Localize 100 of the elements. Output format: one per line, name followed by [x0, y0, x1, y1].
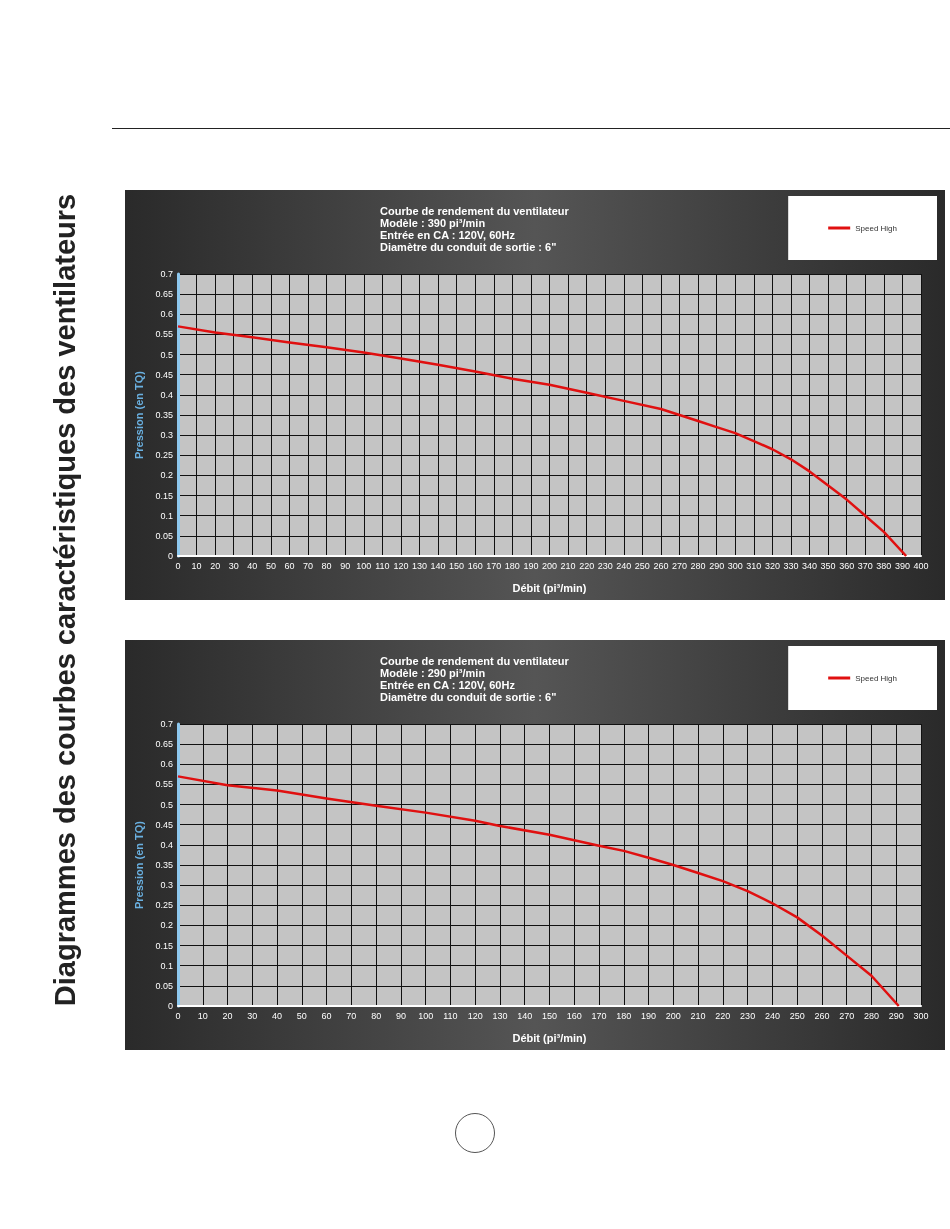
- x-tick-label: 260: [653, 560, 669, 571]
- y-tick-label: 0: [167, 1001, 173, 1011]
- y-tick-label: 0.3: [160, 880, 173, 891]
- x-tick-label: 80: [321, 560, 332, 571]
- y-tick-label: 0.3: [160, 430, 173, 441]
- x-tick-label: 180: [616, 1010, 632, 1021]
- x-tick-label: 390: [894, 560, 910, 571]
- x-tick-label: 20: [210, 560, 221, 571]
- x-tick-label: 280: [690, 560, 706, 571]
- x-tick-label: 190: [641, 1010, 657, 1021]
- x-tick-label: 140: [517, 1010, 533, 1021]
- x-tick-label: 380: [876, 560, 892, 571]
- x-tick-label: 90: [395, 1010, 406, 1021]
- x-axis-title: Débit (pi³/min): [512, 1031, 587, 1044]
- x-axis-title: Débit (pi³/min): [512, 581, 587, 594]
- x-tick-label: 260: [814, 1010, 830, 1021]
- y-tick-label: 0.45: [155, 819, 173, 830]
- x-tick-label: 10: [191, 560, 202, 571]
- y-tick-label: 0.25: [155, 900, 173, 911]
- chart-title: Courbe de rendement du ventilateur: [380, 204, 570, 217]
- y-tick-label: 0: [167, 551, 173, 561]
- y-tick-label: 0.2: [160, 920, 173, 931]
- x-tick-label: 300: [913, 1010, 929, 1021]
- x-tick-label: 220: [579, 560, 595, 571]
- x-tick-label: 290: [888, 1010, 904, 1021]
- x-tick-label: 0: [175, 1010, 181, 1021]
- x-tick-label: 30: [247, 1010, 258, 1021]
- x-tick-label: 240: [764, 1010, 780, 1021]
- text: Diagrammes des courbes caractéristiques des ventilateurs: [48, 192, 82, 1009]
- x-tick-label: 160: [467, 560, 483, 571]
- x-tick-label: 190: [523, 560, 539, 571]
- x-tick-label: 170: [591, 1010, 607, 1021]
- x-tick-label: 170: [486, 560, 502, 571]
- x-tick-label: 350: [820, 560, 836, 571]
- x-tick-label: 270: [672, 560, 688, 571]
- x-tick-label: 120: [467, 1010, 483, 1021]
- y-axis-title: Pression (en TQ): [132, 370, 145, 460]
- x-tick-label: 40: [247, 560, 258, 571]
- legend-label: Speed High: [855, 673, 897, 683]
- x-tick-label: 70: [303, 560, 314, 571]
- y-tick-label: 0.7: [160, 719, 173, 729]
- x-tick-label: 200: [665, 1010, 681, 1021]
- x-tick-label: 220: [715, 1010, 731, 1021]
- x-tick-label: 210: [690, 1010, 706, 1021]
- x-tick-label: 250: [789, 1010, 805, 1021]
- x-tick-label: 370: [857, 560, 873, 571]
- x-tick-label: 230: [597, 560, 613, 571]
- y-tick-label: 0.35: [155, 410, 173, 420]
- x-tick-label: 200: [541, 560, 558, 571]
- x-tick-label: 280: [863, 1010, 879, 1021]
- y-tick-label: 0.65: [155, 289, 173, 300]
- y-axis-title: Pression (en TQ): [132, 820, 145, 910]
- y-tick-label: 0.6: [160, 759, 173, 770]
- x-tick-label: 100: [418, 1010, 434, 1021]
- x-tick-label: 50: [296, 1010, 307, 1021]
- x-tick-label: 90: [340, 560, 351, 571]
- y-tick-label: 0.05: [155, 980, 173, 991]
- y-tick-label: 0.4: [160, 389, 173, 400]
- x-tick-label: 0: [175, 560, 181, 571]
- x-tick-label: 100: [356, 560, 372, 571]
- x-tick-label: 140: [430, 560, 446, 571]
- x-tick-label: 130: [411, 560, 427, 571]
- x-tick-label: 130: [492, 1010, 508, 1021]
- x-tick-label: 180: [504, 560, 520, 571]
- x-tick-label: 80: [371, 1010, 382, 1021]
- chart-subtitle: Modèle : 290 pi³/min Entrée en CA : 120V, 60Hz Diamètre du conduit de sortie : 6": [380, 667, 557, 703]
- x-tick-label: 110: [443, 1010, 458, 1021]
- x-tick-label: 30: [228, 560, 239, 571]
- line-series: [176, 325, 908, 558]
- x-tick-label: 290: [709, 560, 725, 571]
- x-tick-label: 340: [802, 560, 818, 571]
- chart-title: Courbe de rendement du ventilateur: [380, 654, 570, 667]
- y-tick-label: 0.55: [155, 329, 173, 340]
- x-tick-label: 20: [222, 1010, 233, 1021]
- x-tick-label: 230: [740, 1010, 756, 1021]
- x-tick-label: 110: [375, 560, 390, 571]
- x-tick-label: 120: [393, 560, 409, 571]
- x-tick-label: 50: [265, 560, 276, 571]
- y-tick-label: 0.15: [155, 490, 173, 501]
- y-tick-label: 0.35: [155, 860, 173, 870]
- x-tick-label: 150: [449, 560, 465, 571]
- x-tick-label: 300: [727, 560, 743, 571]
- y-tick-label: 0.5: [160, 349, 173, 360]
- x-tick-label: 310: [746, 560, 762, 571]
- x-tick-label: 240: [616, 560, 632, 571]
- x-tick-label: 210: [560, 560, 576, 571]
- x-tick-label: 320: [764, 560, 780, 571]
- y-tick-label: 0.5: [160, 799, 173, 810]
- x-tick-label: 40: [272, 1010, 283, 1021]
- y-tick-label: 0.6: [160, 309, 173, 320]
- y-tick-label: 0.2: [160, 470, 173, 481]
- y-tick-label: 0.7: [160, 269, 173, 279]
- y-tick-label: 0.4: [160, 839, 173, 850]
- x-tick-label: 330: [783, 560, 799, 571]
- x-tick-label: 10: [197, 1010, 208, 1021]
- y-tick-label: 0.1: [160, 510, 173, 521]
- x-tick-label: 250: [634, 560, 650, 571]
- y-tick-label: 0.15: [155, 940, 173, 951]
- x-tick-label: 400: [913, 560, 929, 571]
- y-tick-label: 0.55: [155, 779, 173, 790]
